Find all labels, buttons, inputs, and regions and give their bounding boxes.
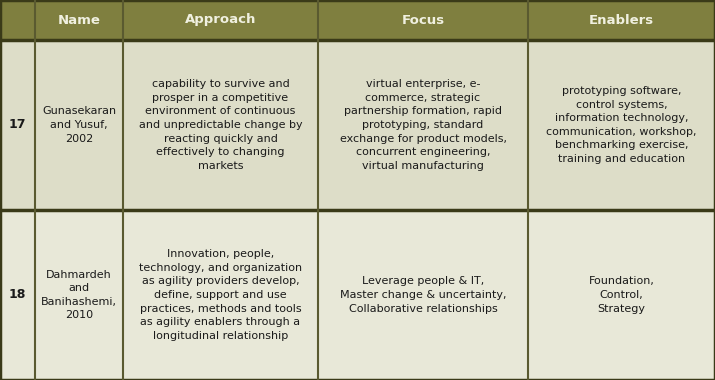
Text: capability to survive and
prosper in a competitive
environment of continuous
and: capability to survive and prosper in a c… [139,79,302,171]
Text: Gunasekaran
and Yusuf,
2002: Gunasekaran and Yusuf, 2002 [42,106,116,144]
Bar [123,210,318,380]
Bar [35,40,123,210]
Text: Leverage people & IT,
Master change & uncertainty,
Collaborative relationships: Leverage people & IT, Master change & un… [340,276,506,314]
Bar [35,0,123,40]
Text: Dahmardeh
and
Banihashemi,
2010: Dahmardeh and Banihashemi, 2010 [41,269,117,320]
Bar [123,0,318,40]
Bar [318,210,528,380]
Text: 17: 17 [9,119,26,131]
Bar [318,40,528,210]
Bar [0,40,35,210]
Text: prototyping software,
control systems,
information technology,
communication, wo: prototyping software, control systems, i… [546,86,696,164]
Text: Name: Name [58,14,100,27]
Text: Foundation,
Control,
Strategy: Foundation, Control, Strategy [588,276,654,314]
Text: Approach: Approach [184,14,256,27]
Text: virtual enterprise, e-
commerce, strategic
partnership formation, rapid
prototyp: virtual enterprise, e- commerce, strateg… [340,79,506,171]
Bar [528,0,715,40]
Text: Enablers: Enablers [589,14,654,27]
Text: Innovation, people,
technology, and organization
as agility providers develop,
d: Innovation, people, technology, and orga… [139,249,302,341]
Bar [35,210,123,380]
Bar [123,40,318,210]
Text: 18: 18 [9,288,26,301]
Text: Focus: Focus [401,14,445,27]
Bar [528,210,715,380]
Bar [0,210,35,380]
Bar [318,0,528,40]
Bar [528,40,715,210]
Bar [0,0,35,40]
